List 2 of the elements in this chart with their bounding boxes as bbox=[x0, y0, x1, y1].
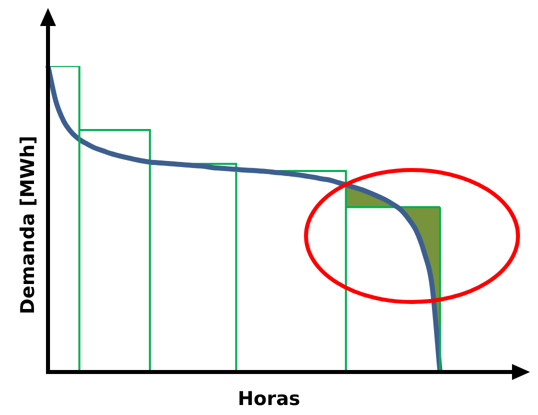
y-axis-title: Demanda [MWh] bbox=[17, 136, 39, 314]
x-axis-title: Horas bbox=[236, 388, 302, 410]
